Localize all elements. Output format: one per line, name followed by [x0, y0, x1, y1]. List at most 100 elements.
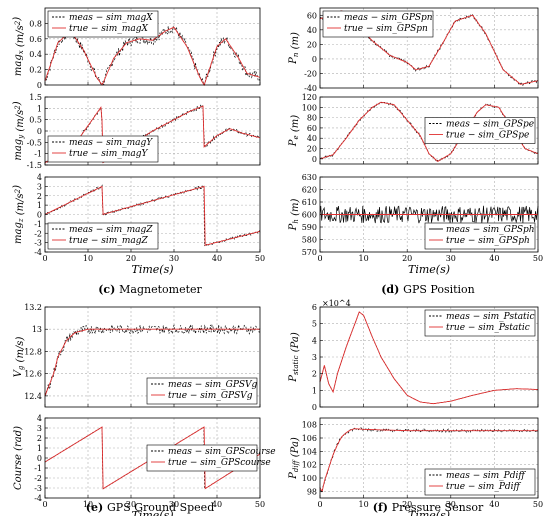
y-tick-label: 630 — [302, 173, 317, 182]
y-tick-label: 0 — [312, 155, 317, 164]
series-line-true — [44, 328, 260, 397]
y-tick-label: 60 — [307, 124, 317, 133]
caption-text: Magnetometer — [119, 283, 202, 296]
x-tick-label: 50 — [255, 254, 265, 263]
y-tick-label: 4 — [312, 336, 317, 345]
y-tick-label: 98 — [307, 487, 317, 496]
caption-label: (f) — [373, 501, 392, 514]
legend-box — [47, 10, 159, 38]
y-axis-label: Pstatic (Pa) — [288, 332, 301, 383]
y-tick-label: 0 — [37, 127, 42, 136]
y-axis-label: magy (m/s2) — [12, 101, 26, 160]
legend-entry: true − sim_magZ — [69, 236, 148, 246]
x-tick-label: 30 — [169, 500, 179, 509]
y-tick-label: 20 — [307, 40, 317, 49]
legend-box — [146, 377, 258, 405]
y-tick-label: 620 — [302, 186, 317, 195]
y-tick-label: 1 — [37, 104, 42, 113]
legend-entry: meas − sim_GPSpe — [446, 120, 534, 130]
chart-pdiff: 98 100 102 104 106 108 0 10 20 30 40 50 Pdiff (Pa) Ti… — [288, 417, 543, 516]
y-tick-label: 80 — [307, 114, 317, 123]
y-tick-label: 0.6 — [29, 35, 42, 44]
chart-ph: 570 580 590 600 610 620 630 0 10 20 30 40 50 Ph (m) Ti… — [288, 173, 543, 276]
y-axis-label: magz (m/s2) — [12, 185, 26, 244]
caption-text: GPS Ground Speed — [107, 501, 214, 514]
series-line-true — [319, 101, 539, 162]
x-tick-label: 20 — [126, 500, 136, 509]
y-axis-label: Course (rad) — [13, 426, 24, 490]
legend-box — [146, 444, 258, 472]
chart-pstatic: 0 1 2 3 4 5 6 ×10^4 Pstatic (Pa) meas − sim_Pstat… — [288, 299, 539, 412]
y-tick-label: -4 — [34, 248, 42, 257]
y-tick-label: -1 — [34, 220, 42, 229]
y-axis-label: Pn (m) — [288, 32, 301, 65]
y-tick-label: -1.5 — [27, 161, 42, 170]
x-tick-label: 0 — [42, 500, 47, 509]
legend-entry: meas − sim_Pstatic — [446, 312, 535, 322]
y-tick-label: 2 — [37, 192, 42, 201]
y-axis-label: Pdiff (Pa) — [288, 437, 301, 480]
y-tick-label: 4 — [37, 173, 42, 182]
y-axis-label: Vg (m/s) — [13, 337, 26, 378]
caption-label: (c) — [98, 283, 119, 296]
plot-frame — [319, 417, 539, 499]
legend-entry: true − sim_GPSpe — [446, 131, 529, 141]
y-tick-label: 0 — [37, 81, 42, 90]
y-tick-label: 6 — [312, 303, 317, 312]
y-tick-label: 580 — [302, 236, 317, 245]
x-axis-label: Time(s) — [408, 263, 450, 276]
legend-entry: true − sim_magX — [69, 24, 148, 34]
y-tick-label: -20 — [304, 69, 317, 78]
x-tick-label: 40 — [212, 254, 222, 263]
series-line-true — [319, 428, 538, 493]
y-tick-label: 3 — [37, 424, 42, 433]
x-tick-label: 20 — [126, 254, 136, 263]
y-tick-label: 100 — [302, 474, 317, 483]
x-axis-label: Time(s) — [131, 509, 173, 516]
caption: (e) GPS Ground Speed — [86, 501, 214, 514]
y-tick-label: -3 — [34, 239, 42, 248]
legend-entry: true − sim_GPSpn — [344, 24, 428, 34]
y-tick-label: 1 — [37, 444, 42, 453]
y-tick-label: 102 — [302, 461, 317, 470]
x-tick-label: 10 — [359, 500, 369, 509]
x-tick-label: 30 — [446, 254, 456, 263]
plot-frame — [319, 96, 539, 165]
caption: (d) GPS Position — [381, 283, 475, 296]
y-tick-label: 104 — [302, 447, 317, 456]
y-tick-label: 100 — [302, 103, 317, 112]
legend-entry: true − sim_GPScourse — [168, 458, 271, 468]
y-multiplier: ×10^4 — [322, 299, 351, 308]
y-tick-label: 0 — [312, 55, 317, 64]
legend-entry: meas − sim_magZ — [69, 225, 153, 235]
y-tick-label: 0.5 — [29, 116, 42, 125]
caption-text: GPS Position — [403, 283, 475, 296]
x-tick-label: 30 — [446, 500, 456, 509]
x-tick-label: 50 — [533, 500, 543, 509]
x-tick-label: 10 — [83, 254, 93, 263]
legend-entry: meas − sim_magY — [69, 138, 153, 148]
caption: (f) Pressure Sensor — [373, 501, 484, 514]
x-tick-label: 0 — [317, 500, 322, 509]
legend-box — [47, 135, 159, 163]
y-tick-label: -2 — [34, 474, 42, 483]
y-tick-label: 2 — [312, 370, 317, 379]
x-tick-label: 10 — [359, 254, 369, 263]
series-line-meas — [319, 205, 539, 224]
legend-entry: true − sim_GPSph — [446, 236, 530, 246]
y-axis-label: Pe (m) — [288, 115, 301, 147]
y-tick-label: 5 — [312, 320, 317, 329]
y-tick-label: -40 — [304, 84, 317, 93]
y-tick-label: -0.5 — [27, 138, 42, 147]
y-tick-label: 120 — [302, 93, 317, 102]
